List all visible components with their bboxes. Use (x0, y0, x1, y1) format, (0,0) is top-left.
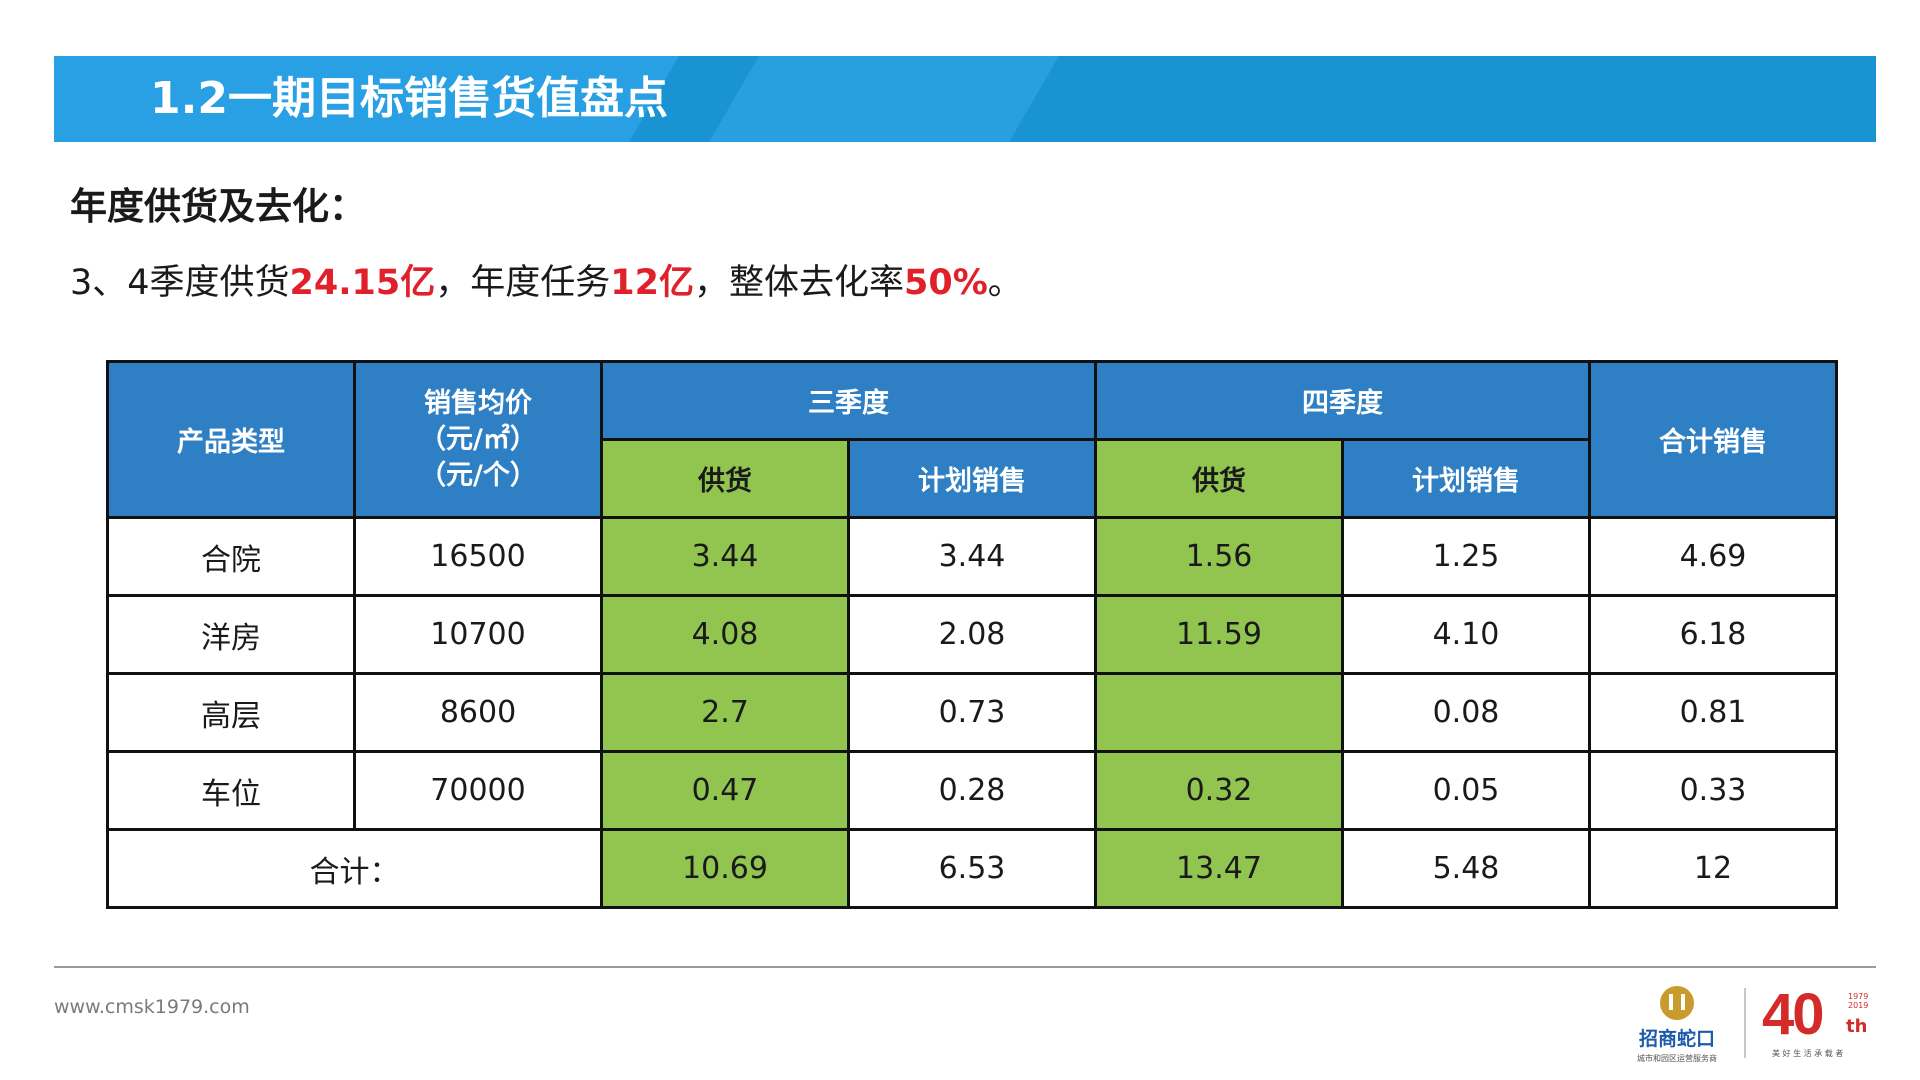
summary-suffix: 。 (987, 263, 1023, 303)
cell-total: 0.81 (1588, 672, 1838, 753)
anniversary-slogan: 美 好 生 活 承 载 者 (1772, 1049, 1844, 1058)
footer-divider (54, 966, 1876, 968)
header-avg-price-unit-sqm: （元/㎡） (419, 423, 537, 455)
anniversary-years: 1979 2019 (1848, 992, 1878, 1010)
cell-q4-plan: 1.25 (1341, 516, 1591, 597)
cell-price: 8600 (353, 672, 603, 753)
header-q3-supply: 供货 (600, 438, 850, 519)
title-bar-stripe (709, 56, 1059, 142)
cell-q3-supply: 4.08 (600, 594, 850, 675)
anniversary-logo: 40 1979 2019 th 美 好 生 活 承 载 者 (1762, 984, 1882, 1060)
brand-name: 招商蛇口 (1638, 1028, 1715, 1050)
page-title: 1.2一期目标销售货值盘点 (150, 73, 668, 124)
cell-price: 70000 (353, 750, 603, 831)
header-q4: 四季度 (1094, 360, 1591, 441)
title-bar: 1.2一期目标销售货值盘点 (54, 56, 1876, 142)
summary-text: ，年度任务 (435, 263, 611, 303)
anniversary-suffix: th (1846, 1016, 1868, 1037)
cell-type: 高层 (106, 672, 356, 753)
cell-q3-plan: 2.08 (847, 594, 1097, 675)
summary-task-value: 12亿 (610, 263, 694, 303)
cell-q3-plan: 3.44 (847, 516, 1097, 597)
summary-rate-value: 50% (904, 263, 988, 303)
cell-q3-plan: 0.73 (847, 672, 1097, 753)
cell-sum-q4-supply: 13.47 (1094, 828, 1344, 909)
summary-text: ，整体去化率 (694, 263, 905, 303)
brand-mark-icon (1660, 986, 1694, 1020)
cell-sum-q3-supply: 10.69 (600, 828, 850, 909)
anniversary-year-start: 1979 (1848, 992, 1869, 1001)
header-q4-supply: 供货 (1094, 438, 1344, 519)
cell-q4-plan: 0.05 (1341, 750, 1591, 831)
header-avg-price-unit-each: （元/个） (419, 459, 537, 491)
brand-tagline: 城市和园区运营服务商 (1637, 1054, 1717, 1063)
cell-total: 4.69 (1588, 516, 1838, 597)
cell-q3-plan: 0.28 (847, 750, 1097, 831)
header-q3-plan: 计划销售 (847, 438, 1097, 519)
cell-total: 6.18 (1588, 594, 1838, 675)
header-total-sales: 合计销售 (1588, 360, 1838, 519)
cell-q3-supply: 3.44 (600, 516, 850, 597)
cell-price: 10700 (353, 594, 603, 675)
cell-sum-total: 12 (1588, 828, 1838, 909)
brand-logo: 招商蛇口 城市和园区运营服务商 (1622, 986, 1732, 1063)
header-q3: 三季度 (600, 360, 1097, 441)
summary-line: 3、4季度供货24.15亿，年度任务12亿，整体去化率50%。 (70, 254, 1023, 305)
cell-sum-label: 合计： (106, 828, 603, 909)
website-link[interactable]: www.cmsk1979.com (54, 996, 250, 1018)
header-product-type: 产品类型 (106, 360, 356, 519)
header-avg-price: 销售均价 （元/㎡） （元/个） (353, 360, 603, 519)
cell-sum-q4-plan: 5.48 (1341, 828, 1591, 909)
sales-table: 产品类型 销售均价 （元/㎡） （元/个） 三季度 四季度 合计销售 供货 计划… (106, 360, 1838, 909)
table-total-row: 合计： 10.69 6.53 13.47 5.48 12 (106, 828, 1838, 909)
cell-price: 16500 (353, 516, 603, 597)
header-avg-price-line: 销售均价 (424, 387, 532, 419)
summary-supply-value: 24.15亿 (289, 263, 436, 303)
section-heading: 年度供货及去化： (70, 185, 366, 228)
cell-q4-supply: 1.56 (1094, 516, 1344, 597)
cell-q3-supply: 2.7 (600, 672, 850, 753)
table-row: 高层 8600 2.7 0.73 0.08 0.81 (106, 672, 1838, 753)
cell-q4-plan: 4.10 (1341, 594, 1591, 675)
cell-q4-plan: 0.08 (1341, 672, 1591, 753)
cell-type: 车位 (106, 750, 356, 831)
anniversary-number: 40 (1762, 982, 1824, 1047)
summary-prefix: 3、4季度供货 (70, 263, 290, 303)
header-q4-plan: 计划销售 (1341, 438, 1591, 519)
cell-type: 洋房 (106, 594, 356, 675)
cell-q4-supply (1094, 672, 1344, 753)
logo-divider (1744, 988, 1746, 1058)
table-row: 车位 70000 0.47 0.28 0.32 0.05 0.33 (106, 750, 1838, 831)
cell-q4-supply: 0.32 (1094, 750, 1344, 831)
anniversary-year-end: 2019 (1848, 1001, 1869, 1010)
cell-q4-supply: 11.59 (1094, 594, 1344, 675)
cell-sum-q3-plan: 6.53 (847, 828, 1097, 909)
cell-type: 合院 (106, 516, 356, 597)
cell-total: 0.33 (1588, 750, 1838, 831)
cell-q3-supply: 0.47 (600, 750, 850, 831)
table-row: 洋房 10700 4.08 2.08 11.59 4.10 6.18 (106, 594, 1838, 675)
table-row: 合院 16500 3.44 3.44 1.56 1.25 4.69 (106, 516, 1838, 597)
